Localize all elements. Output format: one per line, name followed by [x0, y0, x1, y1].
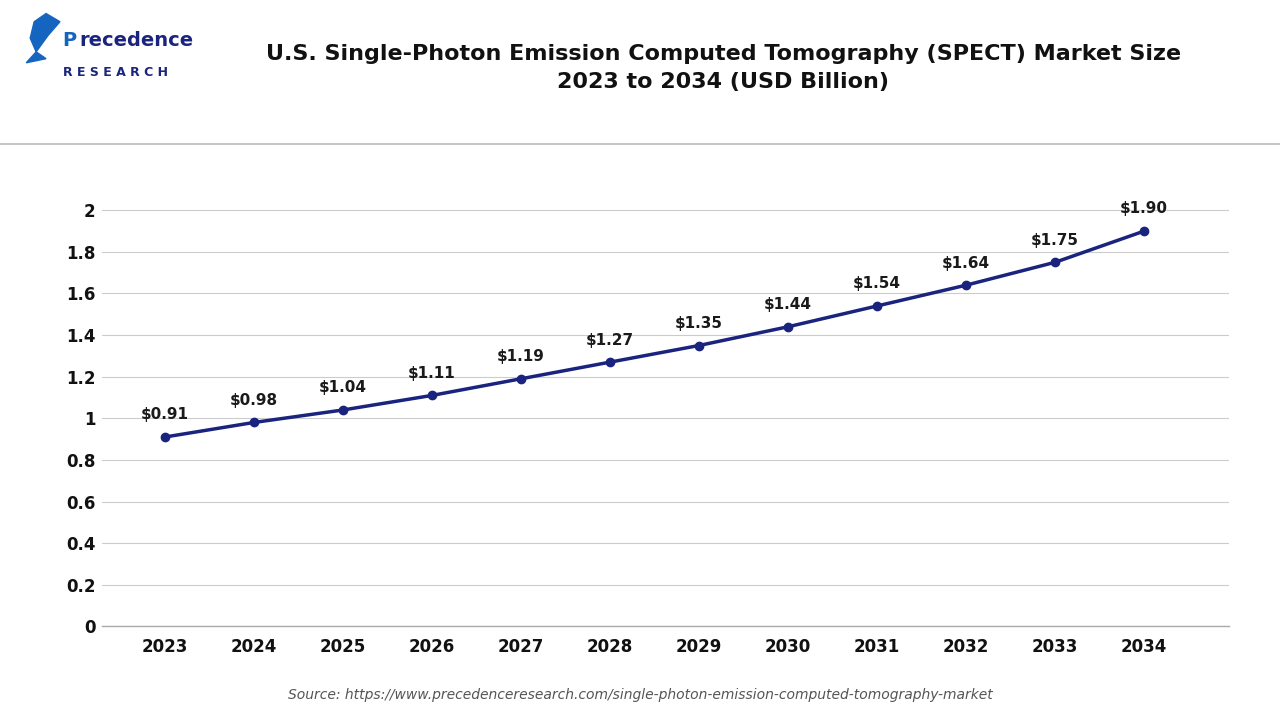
Text: $1.64: $1.64 — [942, 256, 991, 271]
Text: U.S. Single-Photon Emission Computed Tomography (SPECT) Market Size
2023 to 2034: U.S. Single-Photon Emission Computed Tom… — [266, 45, 1180, 92]
Text: $0.98: $0.98 — [229, 393, 278, 408]
Polygon shape — [31, 14, 60, 52]
Text: P: P — [61, 32, 76, 50]
Text: $1.90: $1.90 — [1120, 202, 1169, 217]
Text: recedence: recedence — [79, 32, 195, 50]
Polygon shape — [27, 52, 46, 63]
Text: Source: https://www.precedenceresearch.com/single-photon-emission-computed-tomog: Source: https://www.precedenceresearch.c… — [288, 688, 992, 702]
Text: $1.11: $1.11 — [408, 366, 456, 381]
Text: $1.54: $1.54 — [852, 276, 901, 292]
Text: $1.44: $1.44 — [764, 297, 812, 312]
Text: R E S E A R C H: R E S E A R C H — [63, 66, 168, 79]
Text: $1.19: $1.19 — [497, 349, 545, 364]
Text: $1.04: $1.04 — [319, 380, 367, 395]
Text: $1.35: $1.35 — [675, 316, 723, 331]
Text: $1.27: $1.27 — [586, 333, 634, 348]
Text: $0.91: $0.91 — [141, 408, 188, 423]
Text: $1.75: $1.75 — [1032, 233, 1079, 248]
